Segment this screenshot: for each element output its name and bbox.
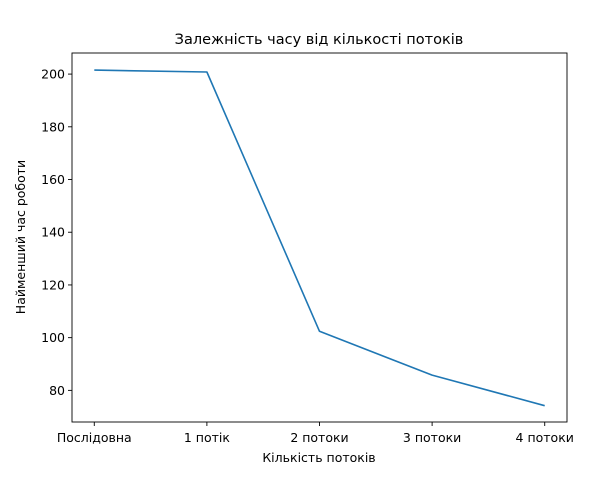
x-tick-label: Послідовна	[57, 430, 132, 445]
y-tick-label: 80	[49, 383, 65, 398]
y-tick-label: 160	[41, 172, 65, 187]
x-axis-label: Кількість потоків	[262, 450, 375, 465]
y-tick-label: 140	[41, 225, 65, 240]
y-tick-label: 100	[41, 330, 65, 345]
y-axis-label: Найменший час роботи	[13, 160, 28, 314]
x-tick-label: 3 потоки	[403, 430, 461, 445]
plot-area: 80 100 120 140 160 180 200 Послідовна 1 потік 2 п…	[41, 52, 574, 445]
y-tick-label: 120	[41, 277, 65, 292]
series-line	[94, 69, 545, 407]
y-tick-label: 200	[41, 67, 65, 82]
y-tick-label: 180	[41, 119, 65, 134]
plot-frame	[71, 52, 568, 423]
x-tick-label: 4 потоки	[516, 430, 574, 445]
x-tick-label: 1 потік	[184, 430, 231, 445]
x-tick-label: 2 потоки	[290, 430, 348, 445]
chart-title: Залежність часу від кількості потоків	[175, 32, 464, 48]
